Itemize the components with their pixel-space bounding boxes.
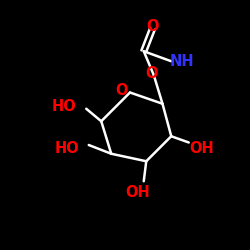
Text: HO: HO (55, 141, 80, 156)
Text: O: O (145, 66, 158, 80)
Text: HO: HO (52, 99, 76, 114)
Text: O: O (147, 19, 159, 34)
Text: OH: OH (189, 141, 214, 156)
Text: NH: NH (170, 54, 194, 69)
Text: O: O (116, 83, 128, 98)
Text: OH: OH (125, 185, 150, 200)
